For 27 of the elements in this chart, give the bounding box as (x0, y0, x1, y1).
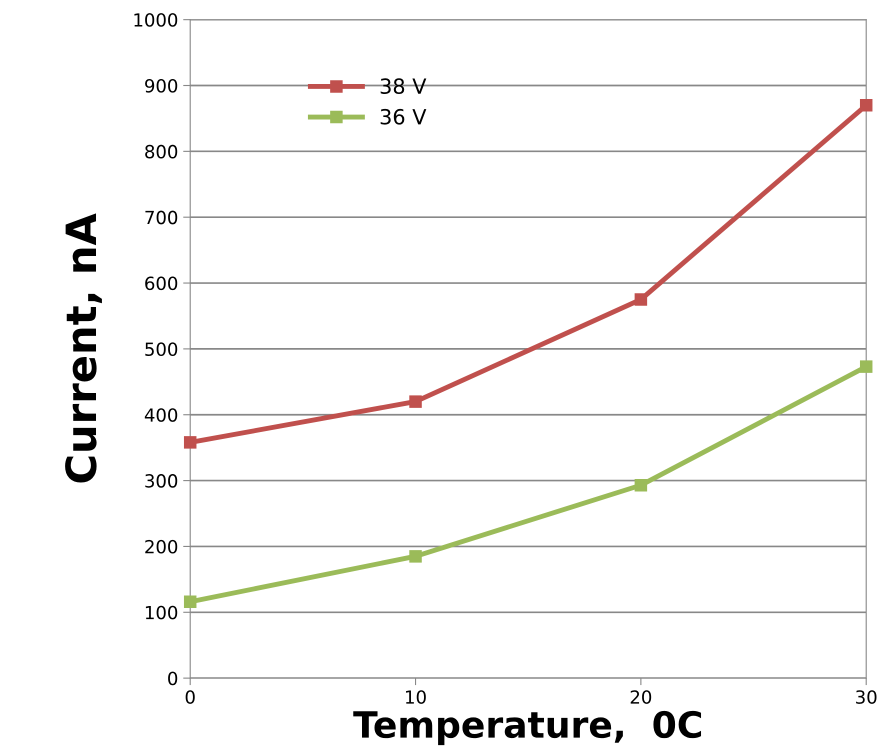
x-tick-label: 10 (406, 690, 426, 704)
point (184, 596, 196, 608)
y-tick-label: 600 (145, 276, 178, 290)
y-tick-label: 0 (168, 672, 178, 686)
y-tick-label: 400 (144, 408, 178, 422)
point (860, 360, 872, 373)
y-tick-label: 700 (145, 210, 178, 224)
x-tick-label: 30 (856, 690, 876, 704)
y-tick-label: 900 (145, 78, 178, 93)
point (634, 293, 648, 306)
point (860, 99, 872, 112)
legend-label: 36 V (380, 108, 426, 125)
x-tick-label: 0 (186, 690, 195, 704)
x-tick-label: 20 (630, 690, 652, 704)
legend-label: 38 V (380, 78, 426, 94)
y-axis-title: Current, nA (65, 213, 102, 483)
y-tick-label: 500 (145, 342, 178, 356)
y-tick-label: 1000 (134, 13, 178, 27)
y-tick-label: 800 (145, 144, 178, 158)
y-tick-label: 100 (146, 606, 178, 620)
point (184, 436, 196, 449)
y-tick-label: 300 (145, 474, 178, 488)
point (409, 550, 422, 563)
point (409, 395, 422, 408)
point (634, 478, 648, 492)
y-tick-label: 200 (145, 540, 178, 554)
x-axis-title: Temperature, 0C (353, 710, 702, 746)
